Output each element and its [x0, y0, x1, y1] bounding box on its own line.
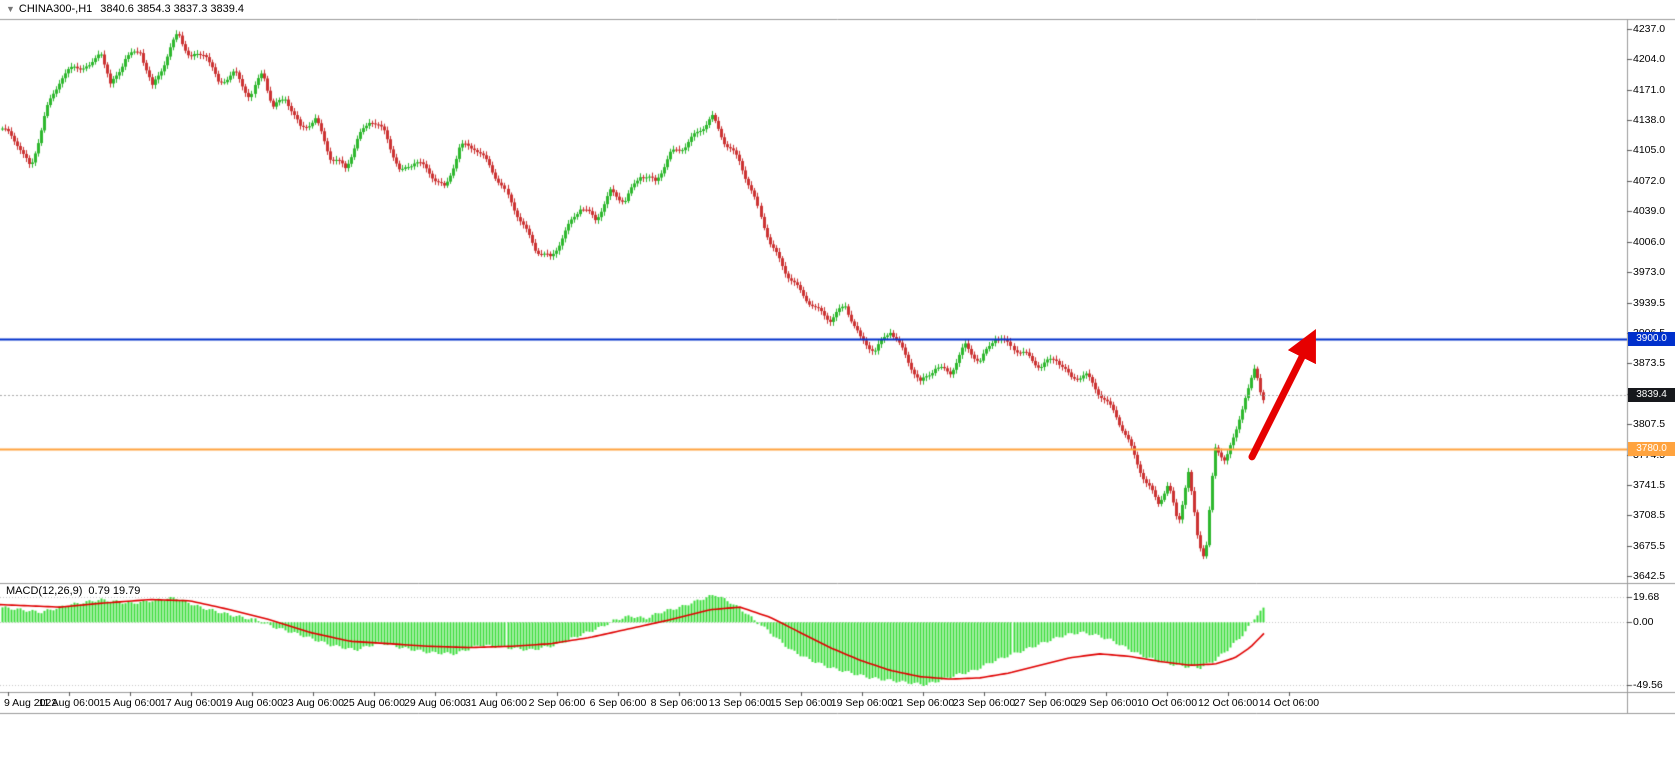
time-tick-label: 9 Aug 2022: [4, 697, 58, 709]
time-tick-label: 29 Aug 06:00: [404, 697, 466, 709]
time-tick-label: 15 Sep 06:00: [769, 697, 833, 709]
time-tick-label: 23 Aug 06:00: [282, 697, 344, 709]
price-tick-label: 3873.5: [1633, 357, 1666, 370]
indicator-label: MACD(12,26,9) 0.79 19.79: [6, 585, 146, 597]
price-tick-label: 4237.0: [1633, 23, 1666, 35]
price-tick-label: 3939.5: [1633, 296, 1666, 309]
price-tick-label: 3675.5: [1633, 539, 1666, 552]
indicator-values: 0.79 19.79: [88, 585, 141, 597]
time-tick-label: 12 Oct 06:00: [1197, 697, 1259, 709]
macd-tick-label: -49.56: [1633, 678, 1663, 691]
price-badge: 3780.0: [1628, 442, 1675, 457]
indicator-name: MACD(12,26,9): [6, 585, 83, 597]
price-tick-label: 4105.0: [1633, 144, 1666, 157]
time-tick-label: 31 Aug 06:00: [465, 697, 527, 709]
time-tick-label: 25 Aug 06:00: [343, 697, 405, 709]
time-tick-label: 14 Oct 06:00: [1258, 697, 1320, 709]
price-tick-label: 4138.0: [1633, 114, 1666, 127]
time-tick-label: 13 Sep 06:00: [708, 697, 772, 709]
price-tick-label: 3642.5: [1633, 570, 1666, 582]
time-tick-label: 10 Oct 06:00: [1136, 697, 1198, 709]
time-tick-label: 15 Aug 06:00: [99, 697, 161, 709]
time-tick-label: 17 Aug 06:00: [160, 697, 222, 709]
price-tick-label: 4072.0: [1633, 174, 1666, 187]
time-tick-label: 21 Sep 06:00: [891, 697, 955, 709]
price-tick-label: 4006.0: [1633, 235, 1666, 248]
time-tick-label: 2 Sep 06:00: [528, 697, 586, 709]
time-tick-label: 11 Aug 06:00: [38, 697, 100, 709]
time-tick-label: 19 Aug 06:00: [221, 697, 283, 709]
price-tick-label: 3973.0: [1633, 265, 1666, 278]
trend-arrow-annotation[interactable]: [1248, 329, 1316, 461]
price-tick-label: 4039.0: [1633, 205, 1666, 218]
time-tick-label: 27 Sep 06:00: [1013, 697, 1077, 709]
time-tick-label: 29 Sep 06:00: [1074, 697, 1138, 709]
macd-tick-label: 0.00: [1633, 616, 1654, 629]
price-tick-label: 4204.0: [1633, 53, 1666, 66]
price-tick-label: 3807.5: [1633, 418, 1666, 431]
macd-tick-label: 19.68: [1633, 591, 1660, 604]
time-tick-label: 19 Sep 06:00: [830, 697, 894, 709]
symbol-menu-icon[interactable]: ▼: [6, 4, 15, 14]
price-tick-label: 3741.5: [1633, 478, 1666, 491]
chart-ohlc-header: ▼ CHINA300-,H1 3840.6 3854.3 3837.3 3839.4: [6, 3, 244, 15]
time-tick-label: 23 Sep 06:00: [952, 697, 1016, 709]
time-tick-label: 6 Sep 06:00: [589, 697, 647, 709]
price-badge: 3900.0: [1628, 332, 1675, 347]
symbol-period-label: CHINA300-,H1: [18, 3, 93, 15]
price-badge: 3839.4: [1628, 387, 1675, 402]
price-tick-label: 3708.5: [1633, 509, 1666, 522]
time-tick-label: 8 Sep 06:00: [650, 697, 708, 709]
price-tick-label: 4171.0: [1633, 83, 1666, 96]
ohlc-values: 3840.6 3854.3 3837.3 3839.4: [100, 3, 245, 15]
